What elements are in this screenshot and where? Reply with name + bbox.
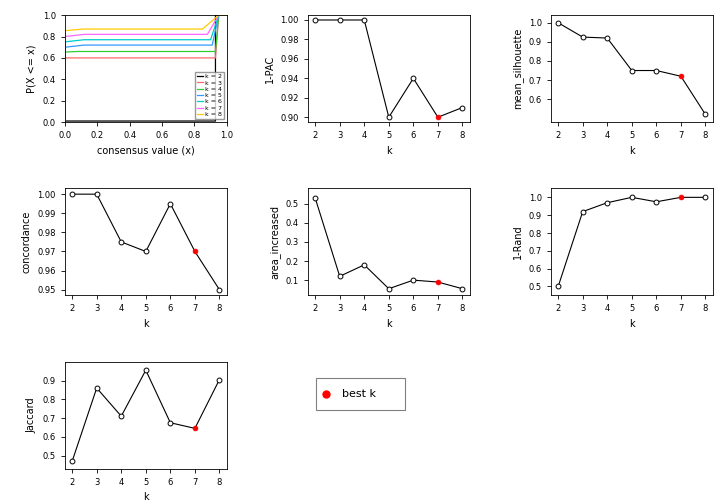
X-axis label: consensus value (x): consensus value (x)	[97, 146, 194, 156]
X-axis label: k: k	[629, 319, 634, 329]
Y-axis label: 1-Rand: 1-Rand	[513, 225, 523, 259]
Y-axis label: area_increased: area_increased	[269, 205, 280, 279]
Y-axis label: P(X <= x): P(X <= x)	[27, 44, 37, 93]
FancyBboxPatch shape	[316, 378, 405, 410]
Y-axis label: 1-PAC: 1-PAC	[265, 54, 275, 83]
Y-axis label: Jaccard: Jaccard	[27, 398, 37, 433]
Y-axis label: concordance: concordance	[22, 211, 32, 273]
X-axis label: k: k	[143, 319, 148, 329]
X-axis label: k: k	[143, 492, 148, 502]
Y-axis label: mean_silhouette: mean_silhouette	[512, 28, 523, 109]
X-axis label: k: k	[386, 319, 392, 329]
X-axis label: k: k	[386, 146, 392, 156]
Legend: k = 2, k = 3, k = 4, k = 5, k = 6, k = 7, k = 8: k = 2, k = 3, k = 4, k = 5, k = 6, k = 7…	[195, 72, 224, 119]
Text: best k: best k	[342, 389, 376, 399]
X-axis label: k: k	[629, 146, 634, 156]
